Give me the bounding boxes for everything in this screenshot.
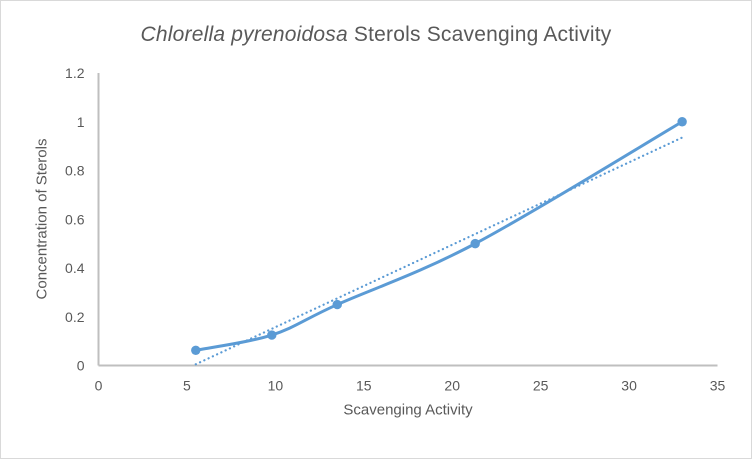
series-markers (191, 117, 687, 355)
y-tick-label: 1.2 (65, 65, 85, 81)
trendline (194, 136, 684, 366)
x-axis-title: Scavenging Activity (343, 401, 473, 419)
data-point-marker (677, 117, 687, 127)
y-tick-label: 0.4 (65, 260, 85, 276)
chart-title-rest: Sterols Scavenging Activity (347, 23, 612, 46)
x-tick-labels: 0 5 10 15 20 25 30 35 (95, 378, 726, 394)
y-tick-label: 0 (77, 358, 85, 374)
y-axis-title: Concentration of Sterols (33, 138, 51, 300)
y-tick-label: 1 (77, 114, 85, 130)
x-tick-label: 30 (621, 378, 637, 394)
data-point-marker (332, 299, 342, 310)
y-tick-label: 0.8 (65, 163, 85, 179)
series-line (194, 120, 684, 352)
data-point-marker (191, 345, 201, 355)
x-tick-label: 10 (268, 378, 284, 394)
chart-title: Chlorella pyrenoidosa Sterols Scavenging… (1, 23, 751, 47)
x-tick-label: 35 (710, 378, 726, 394)
x-tick-label: 0 (95, 378, 103, 394)
x-tick-label: 5 (183, 378, 191, 394)
y-tick-label: 0.6 (65, 211, 85, 227)
trendline-dotted (194, 136, 684, 366)
x-tick-label: 20 (444, 378, 460, 394)
x-tick-label: 25 (533, 378, 549, 394)
series-path (194, 120, 684, 352)
x-tick-label: 15 (356, 378, 372, 394)
data-point-marker (267, 330, 277, 340)
axis-lines (97, 73, 718, 367)
y-tick-label: 0.2 (65, 309, 85, 325)
data-point-marker (470, 238, 480, 249)
chart-title-species: Chlorella pyrenoidosa (140, 23, 348, 46)
y-tick-labels: 0 0.2 0.4 0.6 0.8 1 1.2 (65, 65, 85, 374)
